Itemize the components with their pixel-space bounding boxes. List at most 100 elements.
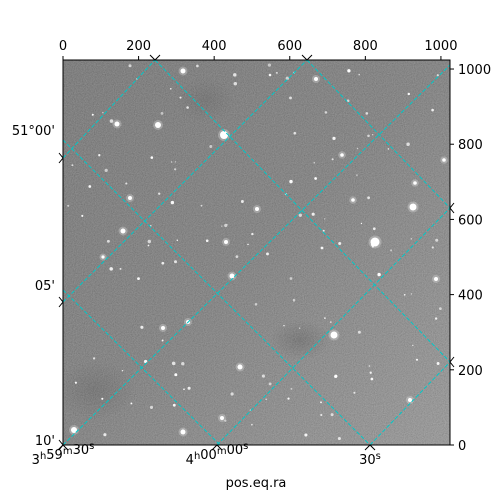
right-grid-tick <box>449 202 455 214</box>
star <box>74 381 77 384</box>
star <box>268 382 272 386</box>
star <box>147 239 152 244</box>
star <box>170 200 175 205</box>
grid-line <box>63 139 371 445</box>
star <box>224 419 227 422</box>
star <box>170 88 172 90</box>
star <box>229 273 235 279</box>
star <box>181 362 185 366</box>
right-grid-tick <box>449 356 455 368</box>
star <box>254 303 258 306</box>
star <box>337 436 341 441</box>
top-grid-tick <box>301 54 313 61</box>
star <box>114 121 120 127</box>
star <box>406 142 410 146</box>
star <box>332 136 336 140</box>
star <box>261 374 265 378</box>
star <box>104 168 108 173</box>
star <box>235 255 239 258</box>
star <box>287 397 290 400</box>
right-y-tick-label: 0 <box>458 439 466 454</box>
star <box>174 373 178 377</box>
star <box>403 293 406 296</box>
star <box>320 246 324 250</box>
star <box>334 374 338 378</box>
star <box>121 369 124 372</box>
star <box>289 179 293 184</box>
star <box>172 403 176 407</box>
top-x-tick-label: 200 <box>126 39 151 54</box>
star <box>170 161 173 163</box>
star <box>340 153 344 157</box>
star <box>368 365 371 367</box>
star <box>331 158 334 161</box>
star <box>251 423 253 426</box>
top-x-tick-label: 1000 <box>424 39 457 54</box>
star <box>106 239 110 243</box>
star <box>180 68 186 74</box>
star <box>205 239 209 242</box>
star <box>324 317 326 319</box>
star <box>255 207 259 211</box>
star <box>125 182 128 185</box>
grid-line <box>154 60 450 363</box>
star <box>161 339 164 342</box>
star <box>436 362 440 365</box>
star <box>230 392 234 396</box>
star <box>369 371 372 374</box>
star <box>174 260 177 264</box>
star <box>324 111 328 114</box>
star <box>431 246 434 249</box>
star <box>81 214 84 217</box>
star <box>137 277 140 281</box>
star <box>120 228 126 234</box>
star <box>233 81 238 86</box>
bottom-ra-tick-label: 30s <box>359 451 381 468</box>
star <box>237 364 243 370</box>
star <box>370 377 374 381</box>
star <box>71 164 74 167</box>
star <box>247 243 249 246</box>
star <box>98 154 101 157</box>
grid-line <box>63 64 450 445</box>
star <box>275 71 278 74</box>
star <box>338 242 342 245</box>
star <box>329 321 332 324</box>
star <box>171 361 176 366</box>
top-grid-tick <box>149 54 161 61</box>
star <box>367 134 370 138</box>
left-dec-tick-label: 10' <box>35 434 55 449</box>
star <box>71 427 77 433</box>
bottom-ra-tick <box>211 444 223 451</box>
left-dec-tick <box>58 152 64 164</box>
star <box>268 73 272 77</box>
star <box>410 293 412 295</box>
star <box>128 196 132 200</box>
star <box>140 325 144 329</box>
top-x-tick-label: 600 <box>277 39 302 54</box>
star <box>283 325 285 327</box>
star <box>347 69 351 73</box>
top-x-tick-label: 0 <box>59 39 67 54</box>
star <box>313 161 316 164</box>
star <box>360 222 363 225</box>
star <box>330 413 334 417</box>
star <box>356 174 358 176</box>
star <box>88 185 92 188</box>
star <box>410 238 412 240</box>
star <box>183 388 185 391</box>
star <box>377 272 381 277</box>
star <box>358 73 360 76</box>
sky-image <box>63 60 450 445</box>
star <box>101 397 104 400</box>
star <box>407 92 411 96</box>
star <box>130 402 133 405</box>
star <box>314 77 318 81</box>
star <box>209 145 213 148</box>
star <box>196 64 199 68</box>
star <box>147 244 150 247</box>
star <box>128 64 132 68</box>
right-y-tick-label: 400 <box>458 289 483 304</box>
star <box>408 398 412 402</box>
star <box>200 204 203 207</box>
